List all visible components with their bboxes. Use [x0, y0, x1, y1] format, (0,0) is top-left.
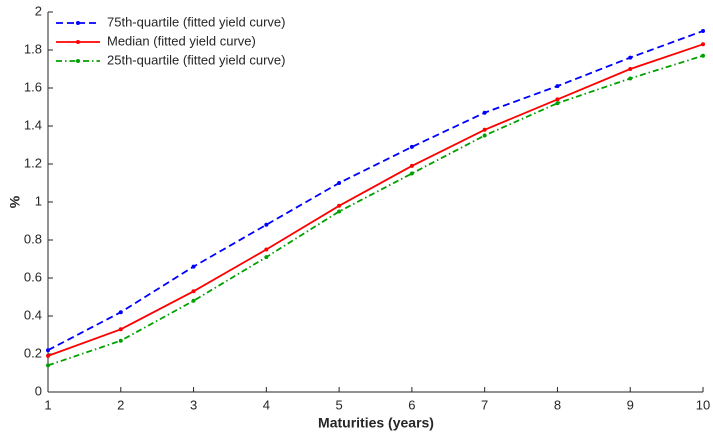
- series-marker: [337, 181, 342, 185]
- series-marker: [191, 298, 196, 303]
- series-marker: [409, 171, 414, 176]
- series-marker: [482, 110, 487, 115]
- y-tick-label: 1.2: [24, 155, 42, 170]
- legend-label: Median (fitted yield curve): [107, 33, 256, 48]
- series-line: [47, 43, 704, 357]
- x-tick-label: 8: [554, 397, 561, 412]
- x-axis-title: Maturities (years): [318, 415, 434, 431]
- series-marker: [555, 101, 560, 106]
- y-tick-label: 0.8: [24, 231, 42, 246]
- y-tick-label: 0.4: [24, 307, 42, 322]
- legend-marker: [76, 40, 80, 44]
- x-tick-label: 4: [263, 397, 270, 412]
- x-tick-label: 7: [481, 397, 488, 412]
- x-tick-label: 2: [117, 397, 124, 412]
- legend-label: 25th-quartile (fitted yield curve): [107, 52, 285, 67]
- series-marker: [701, 29, 705, 33]
- y-tick-label: 1.4: [24, 117, 42, 132]
- series-marker: [701, 42, 705, 47]
- series-marker: [628, 76, 633, 81]
- series-marker: [409, 144, 414, 149]
- series-marker: [701, 53, 705, 58]
- y-tick-label: 0: [35, 383, 42, 398]
- y-tick-label: 1.8: [24, 41, 42, 56]
- series-marker: [264, 255, 269, 260]
- series-marker: [482, 127, 487, 132]
- legend-label: 75th-quartile (fitted yield curve): [107, 14, 285, 29]
- series-line: [47, 30, 704, 351]
- series-marker: [264, 247, 269, 252]
- series-marker: [46, 348, 50, 353]
- series-marker: [555, 97, 560, 102]
- series-marker: [337, 209, 342, 214]
- series-marker: [46, 363, 50, 368]
- series-marker: [628, 67, 633, 71]
- y-tick-label: 1.6: [24, 79, 42, 94]
- x-tick-label: 6: [408, 397, 415, 412]
- series-marker: [409, 163, 414, 168]
- x-tick-label: 9: [627, 397, 634, 412]
- series-marker: [337, 203, 342, 208]
- y-tick-label: 2: [35, 3, 42, 18]
- series-marker: [482, 133, 487, 138]
- legend-marker: [76, 59, 80, 63]
- x-tick-label: 1: [44, 397, 51, 412]
- series-line: [47, 54, 704, 367]
- series-marker: [555, 84, 560, 89]
- y-axis-title: %: [7, 195, 23, 208]
- y-tick-label: 0.6: [24, 269, 42, 284]
- y-tick-label: 0.2: [24, 345, 42, 360]
- legend-marker: [76, 21, 80, 25]
- series-marker: [46, 353, 50, 358]
- series-marker: [191, 289, 196, 294]
- x-tick-label: 5: [335, 397, 342, 412]
- series-marker: [264, 222, 269, 227]
- series-marker: [118, 327, 123, 332]
- series-marker: [118, 310, 123, 315]
- series-marker: [628, 55, 633, 60]
- series-marker: [118, 338, 123, 343]
- x-tick-label: 10: [696, 397, 710, 412]
- series-marker: [191, 264, 196, 269]
- y-tick-label: 1: [35, 193, 42, 208]
- x-tick-label: 3: [190, 397, 197, 412]
